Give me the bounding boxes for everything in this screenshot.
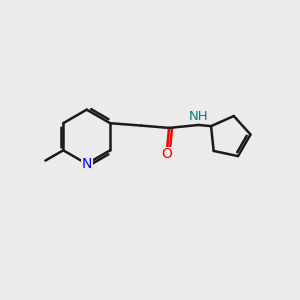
Text: O: O [161,147,172,161]
Text: NH: NH [189,110,208,123]
Text: N: N [82,157,92,171]
